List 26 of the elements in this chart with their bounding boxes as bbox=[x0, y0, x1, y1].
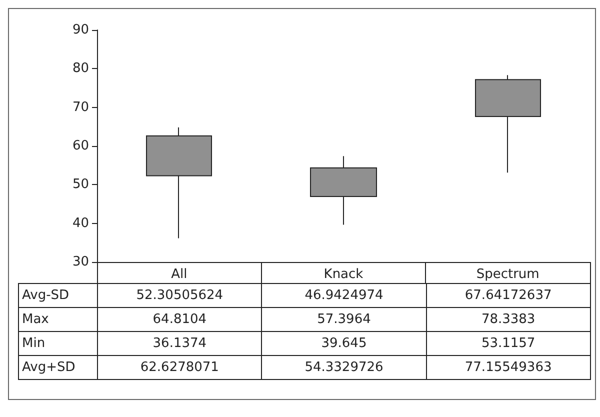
text: 53.1157 bbox=[481, 336, 536, 351]
x-tick-label: Knack bbox=[324, 267, 364, 282]
y-tick-label: 50 bbox=[72, 177, 89, 192]
text: Max bbox=[18, 308, 98, 332]
x-tick-label: All bbox=[171, 267, 188, 282]
text: Min bbox=[18, 332, 98, 356]
y-tick-label: 70 bbox=[72, 100, 89, 115]
y-tick-label: 80 bbox=[72, 61, 89, 76]
text: Avg+SD bbox=[18, 356, 98, 380]
text: 36.1374 bbox=[152, 336, 207, 351]
text: 39.645 bbox=[321, 336, 367, 351]
y-tick-label: 90 bbox=[72, 22, 89, 38]
text: 57.3964 bbox=[317, 312, 371, 327]
x-tick-label: Spectrum bbox=[476, 267, 540, 282]
text: 46.9424974 bbox=[304, 288, 384, 303]
text: 77.15549363 bbox=[464, 360, 552, 375]
text: 67.64172637 bbox=[464, 288, 552, 303]
text: 62.6278071 bbox=[140, 360, 219, 375]
y-tick-label: 40 bbox=[72, 216, 89, 231]
text: Avg-SD bbox=[18, 284, 98, 308]
text: 78.3383 bbox=[481, 312, 536, 327]
y-tick-label: 60 bbox=[72, 138, 89, 154]
y-tick-label: 30 bbox=[72, 254, 89, 270]
text: 54.3329726 bbox=[304, 360, 384, 375]
text: 64.8104 bbox=[152, 312, 207, 327]
text: 52.30505624 bbox=[136, 288, 224, 303]
